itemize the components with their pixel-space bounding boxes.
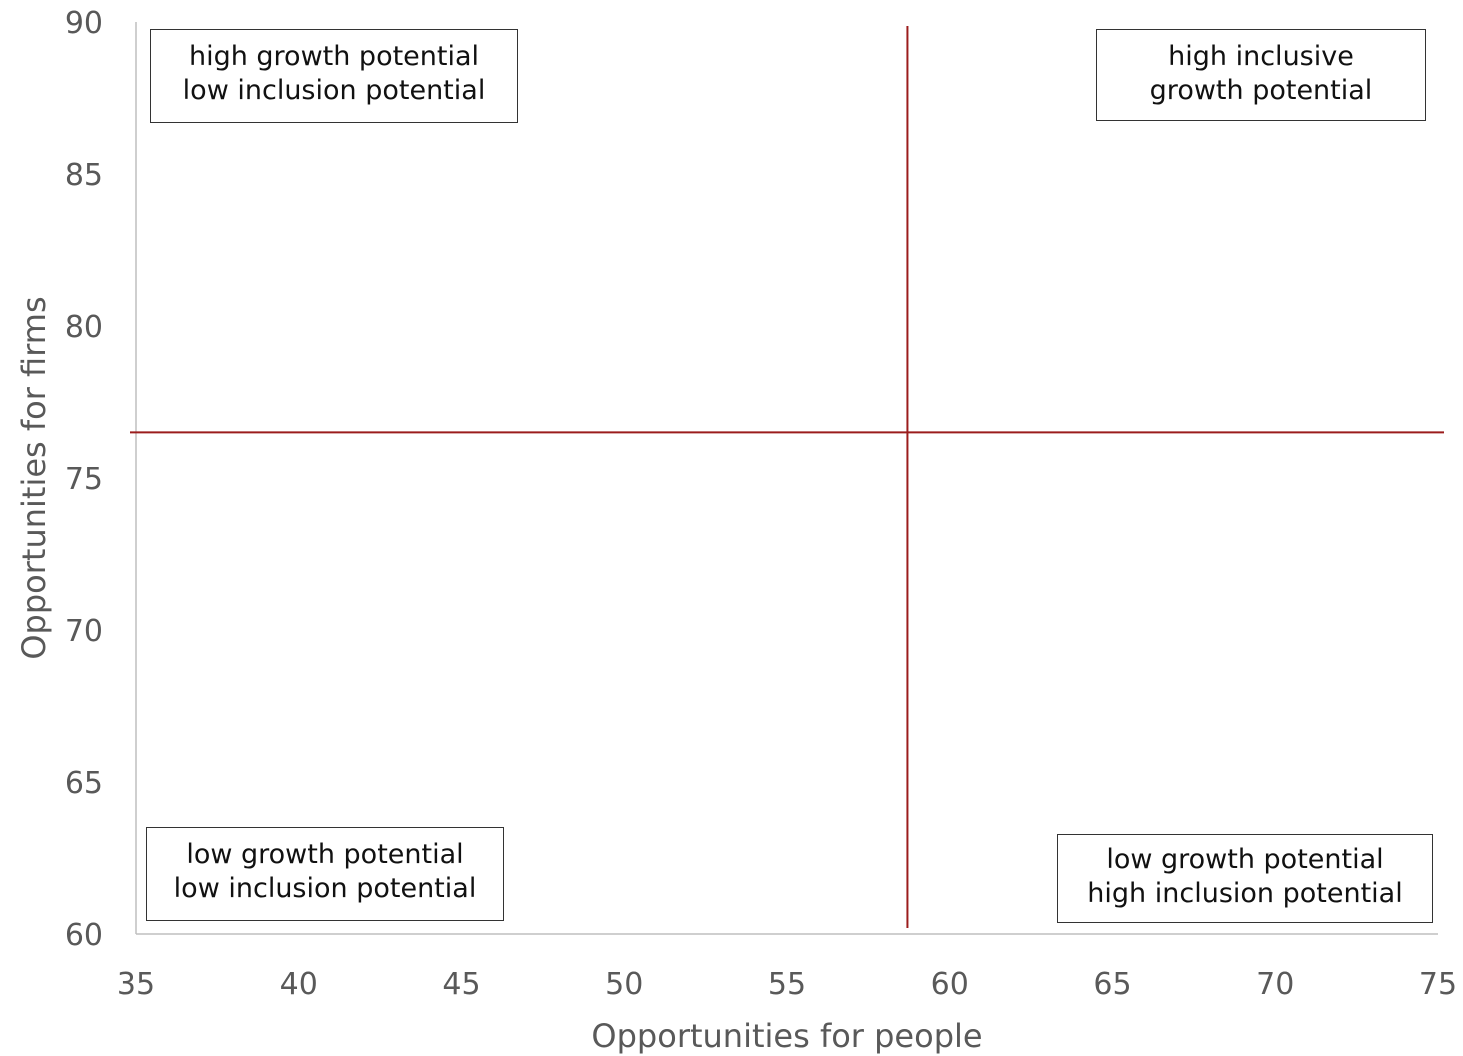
quadrant-label-line: low growth potential — [1058, 843, 1432, 877]
x-tick-label: 40 — [280, 967, 318, 1002]
x-axis-title: Opportunities for people — [591, 1017, 982, 1055]
y-tick-label: 75 — [65, 462, 103, 497]
axes — [136, 22, 1438, 934]
y-axis-title: Opportunities for firms — [15, 296, 53, 659]
quadrant-label-line: high growth potential — [151, 40, 517, 74]
quadrant-label-top-left: high growth potential low inclusion pote… — [150, 29, 518, 123]
y-tick-label: 60 — [65, 918, 103, 953]
y-tick-label: 70 — [65, 614, 103, 649]
y-tick-label: 90 — [65, 6, 103, 41]
x-tick-label: 65 — [1093, 967, 1131, 1002]
x-tick-label: 45 — [442, 967, 480, 1002]
x-tick-label: 60 — [931, 967, 969, 1002]
quadrant-label-line: low inclusion potential — [147, 872, 503, 906]
x-tick-label: 70 — [1256, 967, 1294, 1002]
quadrant-label-bottom-right: low growth potential high inclusion pote… — [1057, 834, 1433, 923]
x-tick-label: 35 — [117, 967, 155, 1002]
y-tick-label: 80 — [65, 310, 103, 345]
y-tick-label: 65 — [65, 766, 103, 801]
x-tick-label: 55 — [768, 967, 806, 1002]
quadrant-label-bottom-left: low growth potential low inclusion poten… — [146, 827, 504, 921]
quadrant-label-line: low growth potential — [147, 838, 503, 872]
y-tick-label: 85 — [65, 158, 103, 193]
x-tick-label: 75 — [1419, 967, 1457, 1002]
quadrant-label-line: high inclusion potential — [1058, 877, 1432, 911]
x-tick-labels: 35 40 45 50 55 60 65 70 75 — [117, 967, 1457, 1002]
y-tick-labels: 60 65 70 75 80 85 90 — [65, 6, 103, 953]
x-tick-label: 50 — [605, 967, 643, 1002]
quadrant-label-line: low inclusion potential — [151, 74, 517, 108]
quadrant-label-top-right: high inclusive growth potential — [1096, 29, 1426, 121]
quadrant-label-line: growth potential — [1097, 74, 1425, 108]
quadrant-label-line: high inclusive — [1097, 40, 1425, 74]
reference-lines — [130, 26, 1444, 928]
